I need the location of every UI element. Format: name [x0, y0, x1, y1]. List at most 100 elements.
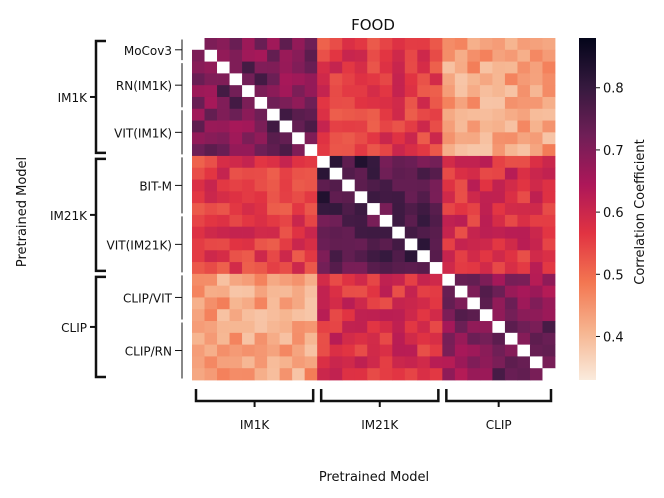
heatmap-cell [392, 332, 406, 346]
heatmap-cell [354, 214, 368, 228]
heatmap-cell [492, 108, 506, 121]
heatmap-cell [504, 273, 518, 287]
heatmap-cell [517, 144, 531, 157]
heatmap-cell [204, 96, 218, 110]
heatmap-cell [329, 144, 343, 157]
heatmap-cell [492, 332, 506, 346]
heatmap-cell [454, 96, 468, 110]
heatmap-cell [229, 191, 243, 204]
heatmap-cell [242, 120, 255, 133]
heatmap-cell [254, 85, 268, 98]
heatmap-cell [404, 120, 418, 133]
heatmap-cell [379, 285, 393, 298]
heatmap-cell [367, 285, 381, 298]
heatmap-cell [354, 250, 368, 263]
y-axis-group-brackets: MoCov3 RN(IM1K) VIT(IM1K) IM1K BIT-M VIT(IM21… [50, 39, 183, 379]
heatmap-cell [454, 297, 468, 310]
heatmap-cell [354, 344, 368, 357]
heatmap-cell [342, 344, 356, 357]
heatmap-cell [542, 250, 556, 263]
heatmap-cell [192, 285, 205, 298]
heatmap-cell [317, 85, 331, 98]
heatmap-cell [379, 262, 393, 275]
heatmap-cell [392, 273, 406, 287]
heatmap-cell [217, 38, 230, 51]
heatmap-cell [529, 344, 543, 357]
heatmap-cell [217, 108, 230, 121]
heatmap-cell [204, 344, 218, 357]
heatmap-cell [429, 344, 443, 357]
heatmap-cell [429, 120, 443, 133]
heatmap-cell [304, 321, 318, 334]
heatmap-cell [354, 38, 368, 51]
heatmap-cell [517, 179, 531, 192]
heatmap-cell [204, 285, 218, 298]
heatmap-cell [504, 238, 518, 251]
heatmap-cell [242, 132, 255, 145]
heatmap-cell [542, 203, 556, 216]
heatmap-cell [317, 179, 331, 192]
heatmap-cell [479, 203, 493, 216]
heatmap-cell [429, 167, 443, 180]
heatmap-cell [367, 214, 381, 228]
heatmap-cell [529, 108, 543, 121]
heatmap-cell [467, 191, 481, 204]
heatmap-cell [442, 38, 456, 51]
heatmap-cell [429, 321, 443, 334]
heatmap-cell [404, 332, 418, 346]
heatmap-cell [479, 321, 493, 334]
heatmap-cell [229, 226, 243, 239]
heatmap-cell [454, 368, 468, 381]
y-group-bracket [94, 39, 106, 155]
heatmap-cell [192, 214, 205, 228]
heatmap-cell [454, 108, 468, 121]
heatmap-cell [267, 49, 281, 62]
heatmap-cell [267, 214, 281, 228]
heatmap-cell [504, 214, 518, 228]
heatmap-cell [204, 238, 218, 251]
heatmap-cell [404, 285, 418, 298]
heatmap-cell [342, 226, 356, 239]
heatmap-cell [404, 144, 418, 157]
heatmap-cell [517, 73, 531, 86]
heatmap-cell [354, 73, 368, 86]
heatmap-cell [454, 85, 468, 98]
heatmap-cell [329, 368, 343, 381]
heatmap-cell [229, 321, 243, 334]
heatmap-cell [367, 73, 381, 86]
heatmap-cell [392, 226, 406, 239]
heatmap-cell [329, 96, 343, 110]
heatmap-cell [304, 297, 318, 310]
heatmap-cell [542, 108, 556, 121]
heatmap-cell [504, 250, 518, 263]
heatmap-cell [492, 38, 506, 51]
heatmap-cell [292, 250, 306, 263]
heatmap-cell [279, 285, 293, 298]
heatmap-cell [379, 226, 393, 239]
heatmap-cell [242, 344, 255, 357]
heatmap-cell [329, 321, 343, 334]
heatmap-cell [354, 238, 368, 251]
heatmap-cell [192, 273, 205, 287]
heatmap-cell [454, 344, 468, 357]
heatmap-cell [229, 73, 243, 86]
heatmap-cell [254, 167, 268, 180]
y-group-label: CLIP [61, 321, 87, 335]
heatmap-cell [479, 49, 493, 62]
heatmap-cell [317, 38, 331, 51]
heatmap-cell [317, 49, 331, 62]
heatmap-cell [417, 108, 431, 121]
heatmap-cell [479, 120, 493, 133]
heatmap-cell [417, 309, 431, 322]
heatmap-cell [404, 309, 418, 322]
heatmap-cell [529, 321, 543, 334]
heatmap-cell [529, 38, 543, 51]
heatmap-cell [242, 85, 255, 98]
heatmap-cell [479, 226, 493, 239]
heatmap-cell [442, 144, 456, 157]
heatmap-cell [492, 368, 506, 381]
heatmap-cell [279, 132, 293, 145]
x-group-label: CLIP [486, 418, 512, 432]
heatmap-cell [429, 297, 443, 310]
heatmap-cell [467, 179, 481, 192]
